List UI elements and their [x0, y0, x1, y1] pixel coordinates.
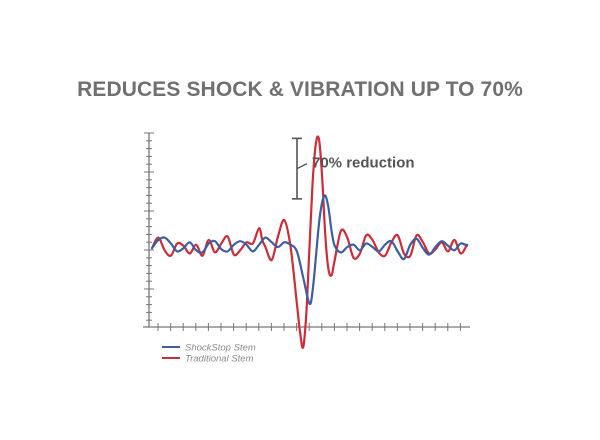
reduction-annotation: 70% reduction [292, 137, 415, 200]
reduction-bracket-pointer [296, 162, 308, 170]
chart-legend: ShockStop Stem Traditional Stem [162, 343, 256, 365]
chart-title: REDUCES SHOCK & VIBRATION UP TO 70% [77, 78, 523, 101]
series-line-traditional [150, 135, 469, 349]
series-line-shockstop [150, 194, 469, 306]
chart-series [150, 135, 469, 349]
legend-label-shockstop: ShockStop Stem [185, 343, 256, 354]
chart-axes [143, 132, 470, 331]
reduction-annotation-label: 70% reduction [312, 155, 415, 172]
legend-label-traditional: Traditional Stem [185, 354, 254, 365]
